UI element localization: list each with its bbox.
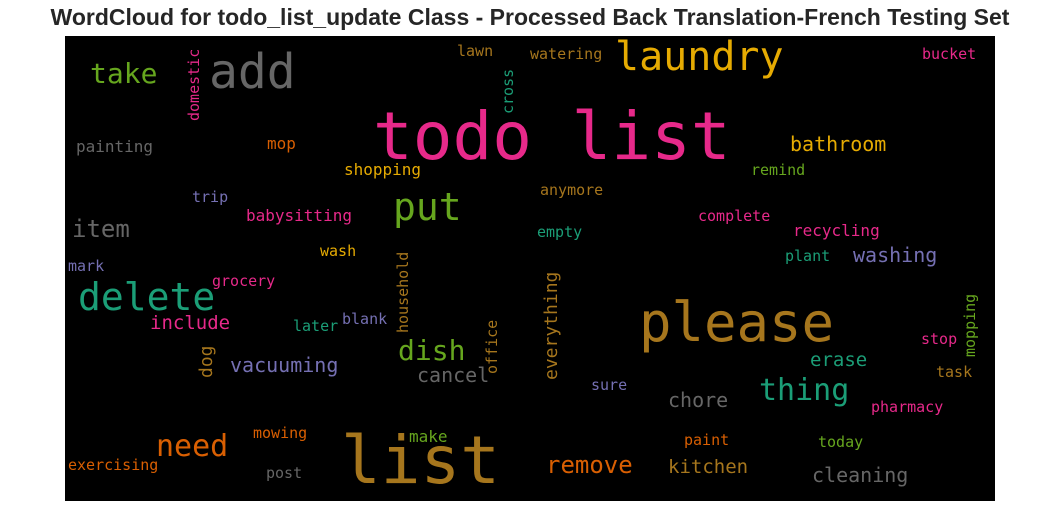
cloud-word: item [72,215,130,243]
cloud-word: mopping [961,293,979,357]
cloud-word: laundry [615,36,784,80]
cloud-word: wash [320,242,357,260]
cloud-word: cancel [417,363,490,387]
cloud-word: domestic [185,48,203,121]
cloud-word: exercising [68,456,159,474]
cloud-word: thing [759,373,850,408]
cloud-word: kitchen [668,456,749,478]
cloud-word: delete [78,275,216,319]
cloud-word: remind [751,161,806,179]
cloud-word: need [156,429,229,464]
cloud-word: take [90,57,158,90]
cloud-word: list [341,422,500,499]
cloud-word: paint [684,431,730,449]
cloud-word: grocery [212,272,276,290]
cloud-word: bathroom [790,132,887,156]
cloud-word: cleaning [812,463,909,487]
cloud-word: sure [591,376,628,394]
cloud-word: erase [810,349,868,371]
cloud-word: pharmacy [871,398,944,416]
cloud-word: mark [68,257,105,275]
cloud-word: lawn [457,42,494,60]
cloud-word: chore [668,388,729,412]
word-cloud: todo list list please add laundry delete put ta… [65,36,995,501]
cloud-word: include [150,312,231,334]
chart-title: WordCloud for todo_list_update Class - P… [50,4,1010,30]
cloud-word: recycling [793,221,880,240]
cloud-word: dish [398,334,466,367]
cloud-word: plant [785,247,831,265]
cloud-word: empty [537,223,583,241]
cloud-word: post [266,464,303,482]
cloud-word: washing [853,243,938,267]
cloud-word: watering [530,45,603,63]
cloud-word: mowing [253,424,308,442]
cloud-word: everything [541,271,562,380]
cloud-word: todo list [373,98,731,175]
cloud-word: complete [698,207,771,225]
cloud-word: babysitting [246,206,352,225]
cloud-word: painting [76,137,154,156]
cloud-word: blank [342,310,388,328]
cloud-word: later [293,317,339,335]
cloud-word: put [393,185,462,229]
cloud-word: stop [921,330,958,348]
cloud-word: cross [499,68,517,114]
cloud-word: bucket [922,45,977,63]
cloud-word: dog [196,345,217,378]
cloud-word: mop [267,134,296,153]
cloud-word: remove [546,451,633,479]
cloud-word: anymore [540,181,604,199]
cloud-word: trip [192,188,229,206]
cloud-word: office [483,319,501,374]
cloud-word: vacuuming [230,353,339,377]
cloud-word: make [409,427,448,446]
cloud-word: shopping [344,160,422,179]
cloud-word: today [818,433,864,451]
cloud-word: please [639,291,835,354]
cloud-word: task [936,363,973,381]
cloud-word: household [394,251,412,333]
cloud-word: add [209,44,296,100]
